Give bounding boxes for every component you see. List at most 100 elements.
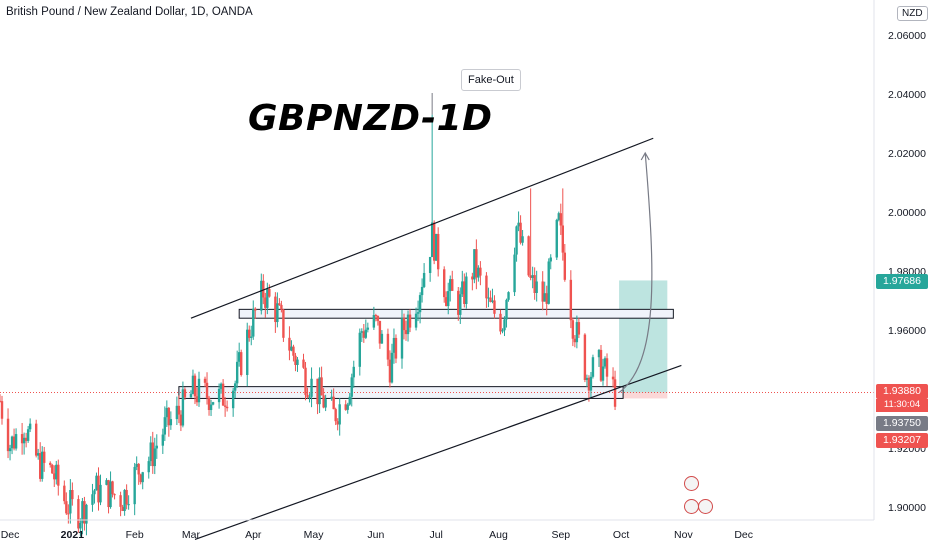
candle	[36, 448, 40, 460]
candle	[449, 275, 452, 302]
candle-body	[167, 407, 171, 426]
candle	[22, 432, 26, 455]
candle	[360, 328, 363, 342]
candle-body	[266, 288, 269, 308]
projection-arrow	[618, 152, 653, 394]
candle-body	[599, 349, 603, 381]
candle-body	[573, 338, 577, 343]
candle	[223, 396, 227, 417]
chart-title: GBPNZD-1D	[248, 98, 493, 139]
candle-body	[605, 358, 609, 377]
candle	[203, 376, 207, 387]
fake-out-callout[interactable]: Fake-Out	[461, 69, 521, 91]
time-tick-label: May	[304, 529, 325, 541]
candle	[527, 235, 530, 277]
candle-body	[193, 375, 197, 397]
candle-body	[252, 308, 255, 337]
candle	[105, 478, 108, 486]
candle-body	[457, 290, 460, 315]
candle-body	[175, 405, 179, 420]
candle-body	[304, 367, 307, 395]
candle-body	[99, 484, 102, 503]
candle	[294, 352, 297, 372]
candle-body	[406, 314, 410, 335]
uk-flag-icon[interactable]	[698, 499, 713, 514]
candle-body	[262, 280, 265, 298]
candle-body	[165, 407, 169, 418]
candle	[505, 298, 508, 328]
candle	[193, 373, 197, 405]
candle	[436, 227, 440, 277]
nz-flag-icon[interactable]	[684, 476, 699, 491]
candle-body	[451, 279, 454, 291]
candle-body	[338, 404, 341, 425]
candle	[324, 394, 327, 412]
candle-body	[376, 316, 380, 321]
candle-body	[225, 406, 229, 409]
chart-drawings	[190, 93, 682, 541]
candle-body	[221, 383, 225, 406]
candle	[521, 229, 524, 246]
upper-channel-line	[190, 137, 654, 319]
candle-body	[290, 346, 293, 351]
candle-body	[211, 402, 215, 405]
time-tick-label: Feb	[126, 529, 144, 541]
candle-body	[569, 279, 573, 321]
candle	[177, 395, 181, 424]
candle	[141, 471, 144, 490]
candle	[503, 316, 506, 337]
candle-body	[179, 414, 183, 426]
candle	[111, 480, 114, 498]
candle	[310, 367, 313, 408]
candle-body	[197, 378, 201, 403]
candle	[34, 419, 38, 458]
candle	[583, 333, 587, 383]
candle	[24, 432, 28, 448]
candle	[390, 343, 394, 384]
candle-body	[203, 378, 207, 383]
candle	[97, 467, 100, 511]
candle-body	[316, 378, 319, 405]
candle-body	[557, 213, 560, 220]
candle	[334, 407, 337, 426]
candle-body	[388, 359, 392, 383]
candle	[231, 387, 235, 417]
candle-body	[65, 501, 68, 514]
candle-body	[330, 396, 333, 400]
candle-body	[149, 442, 152, 462]
candle-body	[517, 222, 520, 227]
candle	[487, 287, 490, 308]
candle-body	[41, 451, 44, 479]
candle-body	[320, 377, 323, 396]
candle	[330, 389, 333, 401]
candle-body	[163, 417, 167, 435]
candle	[569, 270, 573, 329]
candle-body	[414, 313, 418, 328]
candle	[547, 258, 550, 305]
time-tick-label: Aug	[489, 529, 508, 541]
candle	[123, 488, 126, 516]
candle-body	[233, 383, 237, 391]
candle-body	[20, 434, 24, 444]
candle-body	[79, 522, 82, 529]
candle	[63, 480, 66, 505]
candle	[43, 446, 46, 472]
candle-body	[127, 504, 130, 506]
candle	[12, 428, 16, 451]
candle-body	[348, 396, 351, 405]
candle	[155, 434, 158, 459]
candle	[322, 388, 325, 409]
candle	[225, 400, 229, 412]
candle-body	[302, 359, 305, 368]
candle	[587, 375, 591, 402]
candle	[306, 387, 309, 399]
price-tick-label: 2.06000	[888, 30, 926, 42]
candle-body	[135, 463, 138, 467]
candle	[493, 295, 496, 319]
candle	[147, 456, 150, 479]
uk-flag-icon[interactable]	[684, 499, 699, 514]
candle	[430, 114, 434, 258]
candle-body	[449, 279, 452, 292]
currency-badge[interactable]: NZD	[897, 6, 928, 21]
